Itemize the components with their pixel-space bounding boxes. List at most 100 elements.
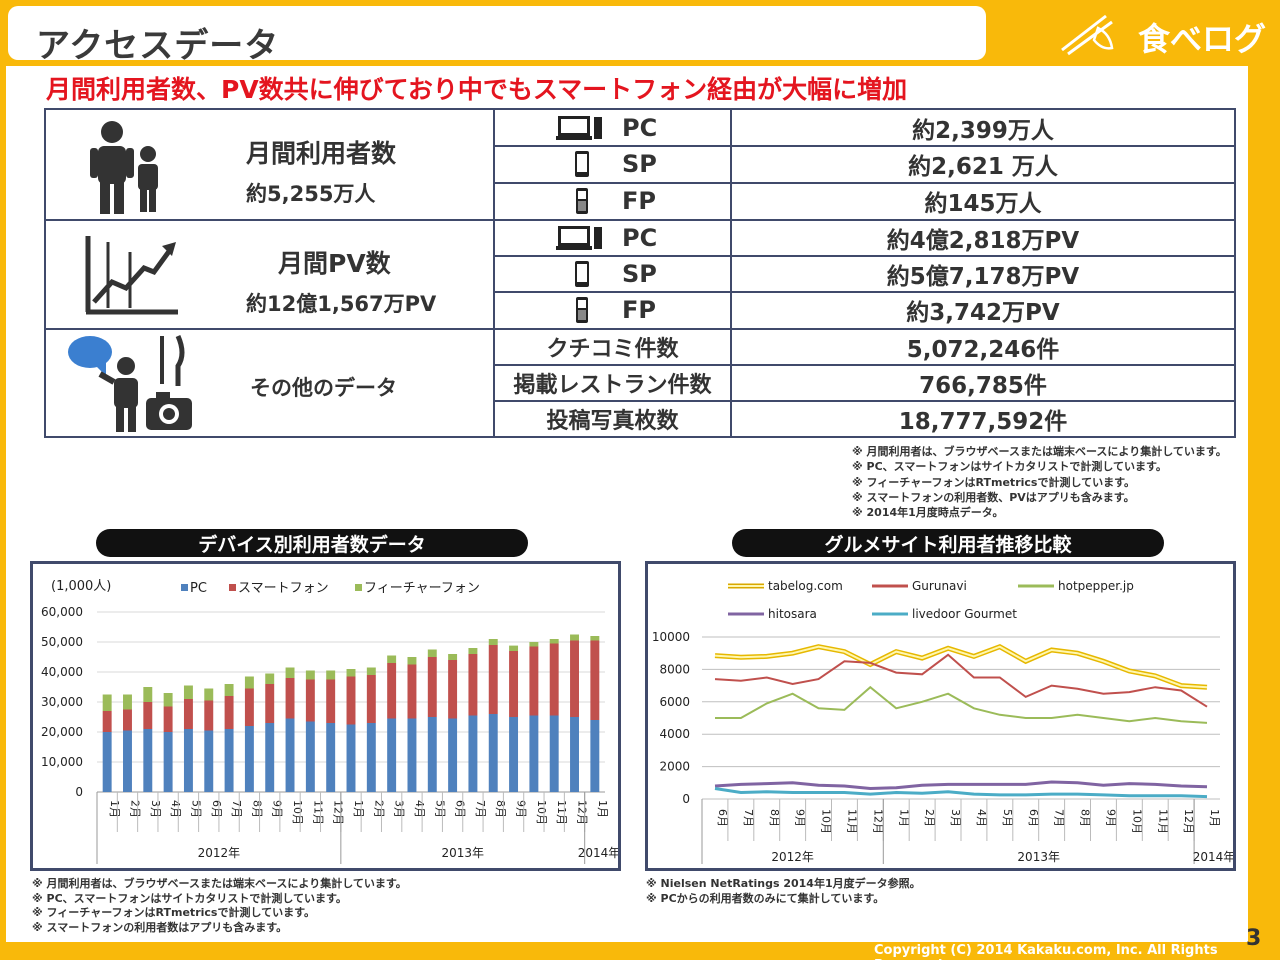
x-tick-label: 3月 <box>149 800 162 818</box>
logo-text: 食べログ <box>1138 20 1267 58</box>
bar-フィーチャーフォン <box>204 688 214 701</box>
y-tick-label: 30,000 <box>41 695 83 709</box>
bar-フィーチャーフォン <box>366 667 376 675</box>
note: ※ PCからの利用者数のみにて集計しています。 <box>646 891 885 905</box>
stat-row-label: FP <box>622 295 656 324</box>
x-tick-label: 5月 <box>1001 809 1014 827</box>
bar-フィーチャーフォン <box>305 670 315 680</box>
pc-icon <box>556 116 602 140</box>
stat-row-label: 投稿写真枚数 <box>546 408 679 434</box>
bar-フィーチャーフォン <box>509 645 519 651</box>
bar-フィーチャーフォン <box>387 655 397 663</box>
bar-スマートフォン <box>387 663 397 719</box>
x-tick-label: 6月 <box>210 800 223 818</box>
x-tick-label: 10月 <box>820 809 833 834</box>
bar-PC <box>468 715 478 792</box>
x-tick-label: 9月 <box>271 800 284 818</box>
pv-label: 月間PV数 <box>278 249 391 278</box>
bar-スマートフォン <box>265 684 275 723</box>
bar-PC <box>102 732 112 792</box>
y-tick-label: 40,000 <box>41 665 83 679</box>
bar-スマートフォン <box>366 675 376 723</box>
y-tick-label: 4000 <box>659 727 690 741</box>
x-tick-label: 2月 <box>372 800 385 818</box>
x-tick-label: 11月 <box>311 800 324 825</box>
bar-PC <box>163 732 173 792</box>
stat-row-label: PC <box>622 223 658 252</box>
x-tick-label: 2月 <box>923 809 936 827</box>
stat-row-label: クチコミ件数 <box>546 336 679 362</box>
note: ※ 2014年1月度時点データ。 <box>852 506 1004 520</box>
bar-フィーチャーフォン <box>468 648 478 654</box>
x-tick-label: 1月 <box>352 800 365 818</box>
series-line-hotpepperjp <box>715 685 1208 724</box>
series-line-tabelog <box>714 645 1208 689</box>
bar-フィーチャーフォン <box>488 639 498 645</box>
tabelog-logo: 食べログ <box>1058 10 1268 58</box>
x-tick-label: 2月 <box>128 800 141 818</box>
year-label: 2012年 <box>771 850 814 864</box>
x-tick-label: 6月 <box>1027 809 1040 827</box>
page-number: 3 <box>1246 926 1262 951</box>
copyright: Copyright (C) 2014 Kakaku.com, Inc. All … <box>874 943 1218 973</box>
stat-row-label: SP <box>622 149 657 178</box>
legend-label: Gurunavi <box>912 579 967 593</box>
bar-PC <box>509 717 519 792</box>
bar-PC <box>448 718 458 792</box>
growth-chart-icon <box>85 236 178 315</box>
note: ※ フィーチャーフォンはRTmetricsで計測しています。 <box>852 475 1136 489</box>
bar-スマートフォン <box>102 711 112 732</box>
x-tick-label: 12月 <box>1182 809 1195 834</box>
bar-PC <box>346 724 356 792</box>
bar-フィーチャーフォン <box>285 667 295 678</box>
x-tick-label: 3月 <box>393 800 406 818</box>
headline: 月間利用者数、PV数共に伸びており中でもスマートフォン経由が大幅に増加 <box>46 75 908 104</box>
notes-right: ※ 月間利用者は、ブラウザベースまたは端末ベースにより集計しています。 ※ PC… <box>852 444 1227 520</box>
bar-スマートフォン <box>224 696 234 729</box>
x-tick-label: 11月 <box>845 809 858 834</box>
legend-swatch <box>229 584 236 591</box>
y-tick-label: 0 <box>75 785 83 799</box>
bar-PC <box>427 717 437 792</box>
year-label: 2012年 <box>198 846 241 860</box>
x-tick-label: 9月 <box>794 809 807 827</box>
x-tick-label: 8月 <box>768 809 781 827</box>
y-tick-label: 0 <box>682 792 690 806</box>
bar-スマートフォン <box>346 676 356 725</box>
x-tick-label: 8月 <box>494 800 507 818</box>
notes-left: ※ 月間利用者は、ブラウザベースまたは端末ベースにより集計しています。 ※ PC… <box>32 877 407 935</box>
bar-スマートフォン <box>244 688 254 726</box>
notes-mid: ※ Nielsen NetRatings 2014年1月度データ参照。 ※ PC… <box>646 877 921 906</box>
legend-label: hotpepper.jp <box>1058 579 1134 593</box>
bar-フィーチャーフォン <box>529 642 539 647</box>
page-title: アクセスデータ <box>36 26 280 66</box>
series-line-hitosara <box>714 780 1208 791</box>
x-tick-label: 8月 <box>1079 809 1092 827</box>
x-tick-label: 9月 <box>1104 809 1117 827</box>
bar-PC <box>590 720 600 792</box>
x-tick-label: 6月 <box>454 800 467 818</box>
x-tick-label: 3月 <box>949 809 962 827</box>
x-tick-label: 4月 <box>169 800 182 818</box>
bar-PC <box>326 723 336 792</box>
bar-フィーチャーフォン <box>448 654 458 660</box>
unit-label: (1,000人) <box>51 579 111 594</box>
device-users-chart-svg: (1,000人) PC スマートフォン フィーチャーフォン 0 10,000 20,000 3… <box>41 579 620 864</box>
row-line <box>493 400 1234 402</box>
gourmet-comparison-chart-svg: tabelog.com Gurunavi hotpepper.jp hitosara l… <box>652 579 1235 864</box>
y-tick-label: 20,000 <box>41 725 83 739</box>
y-tick-label: 10000 <box>652 630 690 644</box>
bar-PC <box>123 730 132 792</box>
stat-row-label: 掲載レストラン件数 <box>513 372 712 398</box>
row-line <box>493 364 1234 366</box>
series-line-gurunavi <box>714 653 1208 708</box>
bar-PC <box>387 718 397 792</box>
stat-row-label: FP <box>622 186 656 215</box>
bar-フィーチャーフォン <box>570 634 579 641</box>
legend-label: tabelog.com <box>768 579 843 593</box>
bar-PC <box>244 726 254 792</box>
bar-PC <box>224 729 234 792</box>
bar-フィーチャーフォン <box>163 693 173 707</box>
x-tick-label: 11月 <box>1156 809 1169 834</box>
stat-row-label: PC <box>622 113 658 142</box>
